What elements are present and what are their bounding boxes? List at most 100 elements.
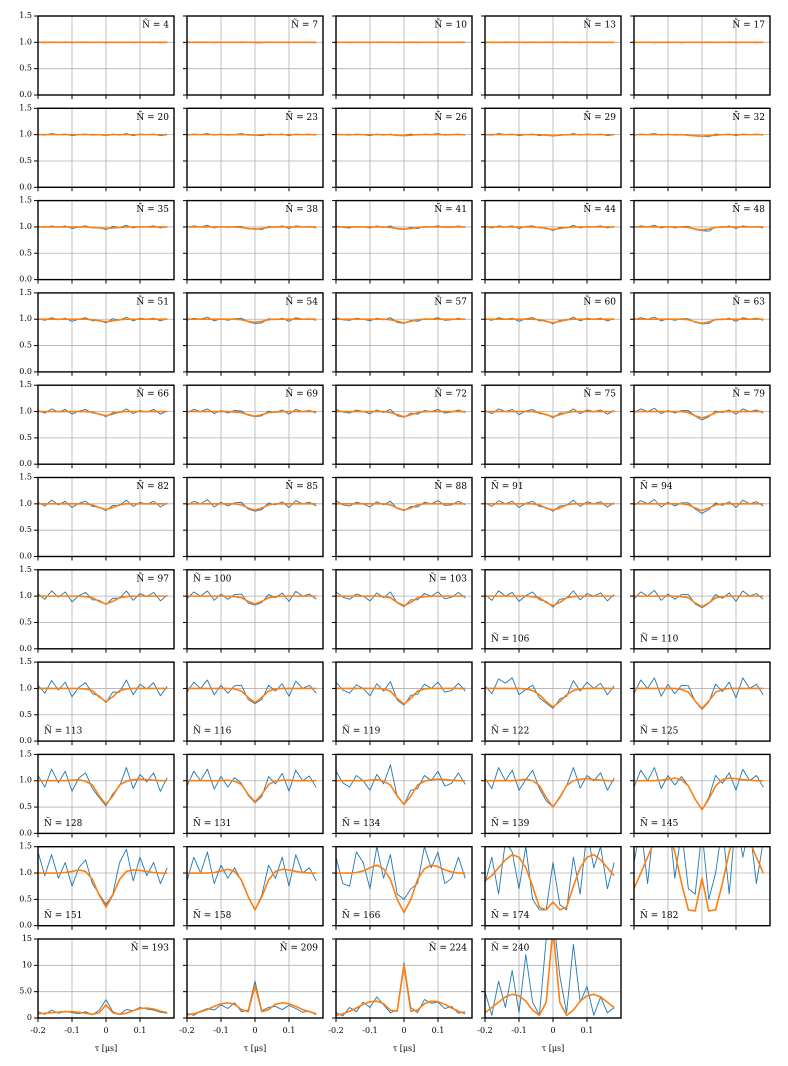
x-tick-label: 0.1 [432, 1026, 445, 1035]
panel: Ñ = 72 [332, 384, 473, 469]
x-tick-label: -0.1 [362, 1026, 377, 1035]
panel: -0.2 -0.1 0 0.1 Ñ = 240 τ [μs] [477, 938, 622, 1053]
panel-label: Ñ = 88 [434, 480, 467, 492]
panel-label: Ñ = 94 [640, 480, 673, 492]
plot-area [187, 224, 317, 231]
panel: Ñ = 63 [630, 292, 771, 376]
fit-line [634, 318, 764, 325]
y-tick-label: 1.5 [19, 749, 32, 758]
plot-area [485, 939, 615, 1017]
fit-line [38, 595, 168, 605]
data-line [634, 499, 764, 514]
x-tick-label: 0 [401, 1026, 406, 1035]
panel: 0.0 0.5 1.0 1.5 Ñ = 128 [19, 749, 175, 838]
y-tick-label: 1.5 [19, 565, 32, 574]
panel: Ñ = 32 [630, 107, 771, 192]
plot-area [187, 316, 317, 324]
y-tick-label: 1.5 [19, 196, 32, 205]
panel: Ñ = 116 [183, 661, 324, 746]
panel-label: Ñ = 134 [342, 817, 381, 829]
y-tick-label: 1.5 [19, 380, 32, 389]
panel-label: Ñ = 103 [429, 572, 468, 584]
panel-frame [37, 476, 175, 558]
fit-line [187, 318, 317, 324]
y-tick-label: 5.0 [19, 987, 32, 996]
y-tick-label: 1.0 [19, 776, 32, 785]
plot-area [336, 681, 466, 706]
panel-frame [633, 384, 771, 465]
panel: Ñ = 182 [630, 846, 771, 930]
panel-frame [37, 292, 175, 373]
panel-frame [335, 292, 473, 373]
panel: Ñ = 38 [183, 199, 324, 284]
panel: 0.0 0.5 1.0 1.5 Ñ = 20 [19, 103, 175, 192]
plot-area [187, 133, 317, 137]
panel-label: Ñ = 122 [491, 725, 529, 737]
x-axis-label: τ [μs] [95, 1044, 118, 1053]
x-tick-label: 0.1 [283, 1026, 296, 1035]
fit-line [485, 410, 615, 418]
plot-area [336, 317, 466, 324]
y-tick-label: 0.5 [19, 248, 32, 257]
plot-area [336, 591, 466, 608]
y-tick-label: 1.5 [19, 657, 32, 666]
panel-frame [484, 569, 622, 650]
y-tick-label: 1.0 [19, 591, 32, 600]
data-line [634, 846, 763, 900]
panel-frame [37, 107, 175, 189]
y-tick-label: 0.5 [19, 433, 32, 442]
y-tick-label: 1.0 [19, 868, 32, 877]
panel-label: Ñ = 151 [44, 909, 82, 921]
y-tick-label: 0.5 [19, 802, 32, 811]
fit-line [38, 133, 168, 136]
panel: Ñ = 41 [332, 199, 473, 284]
panel-frame [186, 199, 324, 281]
data-line [38, 848, 168, 906]
panel-frame [633, 569, 771, 650]
y-tick-label: 0.0 [19, 552, 32, 561]
y-tick-label: 0.0 [19, 828, 32, 837]
fit-line [187, 133, 317, 136]
y-tick-label: 10 [22, 960, 32, 969]
x-tick-label: -0.1 [213, 1026, 228, 1035]
plot-area [336, 500, 466, 512]
panel-label: Ñ = 20 [136, 111, 169, 123]
x-tick-label: -0.1 [64, 1026, 79, 1035]
panel-frame [186, 938, 324, 1019]
plot-area [634, 846, 764, 912]
y-tick-label: 0.5 [19, 710, 32, 719]
fit-line [634, 777, 764, 811]
plot-area [336, 41, 466, 44]
panel-label: Ñ = 26 [434, 111, 467, 123]
panel: -0.2 -0.1 0 0.1 0 5.0 10 15 Ñ = 193 τ [μs] [19, 934, 175, 1053]
plot-area [38, 133, 168, 137]
data-line [187, 499, 317, 512]
panel: Ñ = 17 [630, 15, 771, 99]
panel: Ñ = 88 [332, 476, 473, 561]
panel-frame [484, 476, 622, 558]
fit-line [38, 687, 168, 703]
y-tick-label: 0.5 [19, 894, 32, 903]
panel: 0.0 0.5 1.0 1.5 Ñ = 35 [19, 196, 175, 284]
y-tick-label: 0.0 [19, 90, 32, 99]
fit-line [187, 226, 317, 230]
fit-line [336, 133, 466, 137]
y-tick-label: 0.0 [19, 275, 32, 284]
panel-frame [633, 846, 771, 927]
panel: Ñ = 131 [183, 753, 324, 838]
plot-area [336, 133, 466, 137]
fit-line [485, 687, 615, 708]
panel: Ñ = 100 [183, 569, 324, 653]
panel-frame [633, 199, 771, 281]
panel-label: Ñ = 91 [491, 480, 524, 492]
panel-label: Ñ = 72 [434, 388, 467, 400]
plot-area [634, 767, 764, 811]
plot-area [336, 408, 466, 418]
y-tick-label: 0.5 [19, 64, 32, 73]
fit-line [38, 503, 168, 511]
data-line [336, 846, 466, 900]
fit-line [336, 410, 466, 418]
panel-label: Ñ = 60 [583, 295, 616, 307]
x-tick-label: 0.1 [581, 1026, 594, 1035]
panel-frame [335, 107, 473, 189]
